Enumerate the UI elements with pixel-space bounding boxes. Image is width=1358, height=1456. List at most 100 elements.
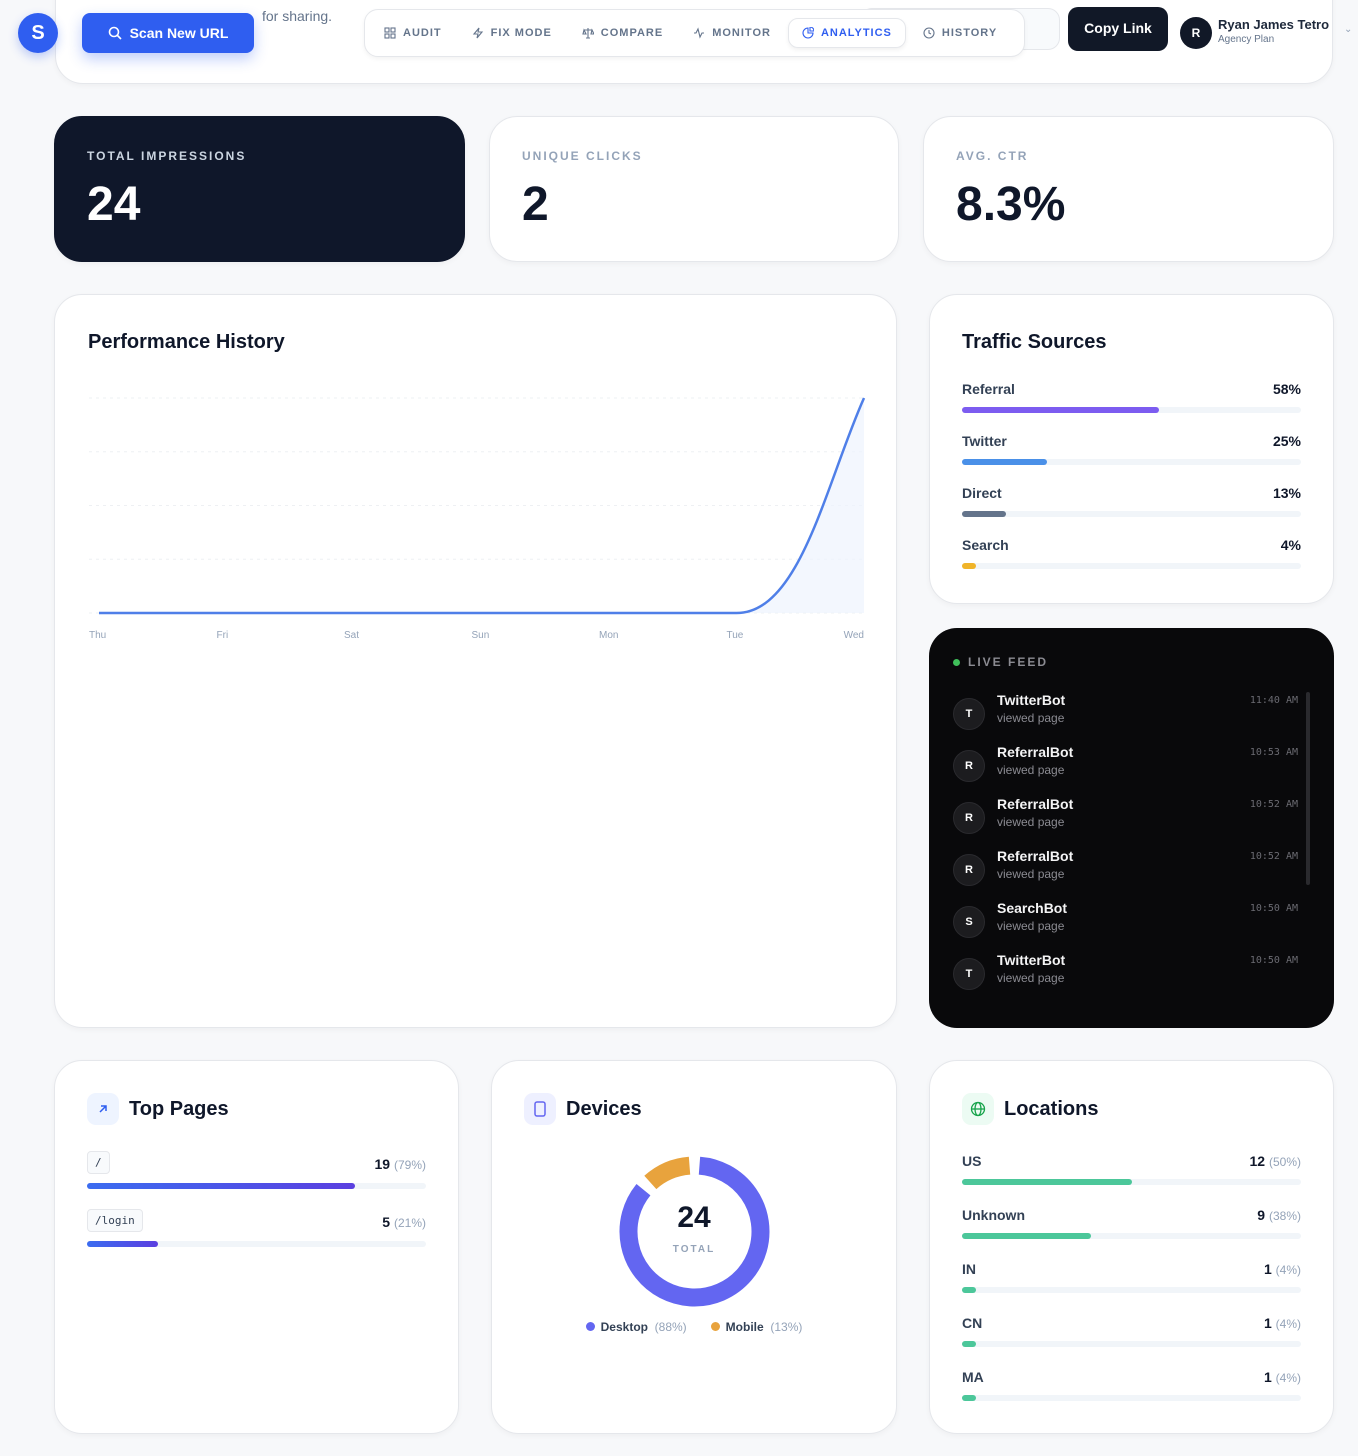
feed-item[interactable]: R ReferralBot viewed page 10:52 AM	[953, 796, 1298, 840]
x-tick-label: Tue	[727, 630, 744, 641]
feed-action: viewed page	[997, 867, 1065, 881]
location-bar-track	[962, 1179, 1301, 1185]
source-pct: 13%	[1272, 485, 1301, 501]
location-count: 12	[1249, 1153, 1266, 1169]
legend-mobile: Mobile (13%)	[710, 1320, 803, 1334]
feed-action: viewed page	[997, 919, 1065, 933]
source-pct: 4%	[1280, 537, 1301, 553]
feed-item[interactable]: S SearchBot viewed page 10:50 AM	[953, 900, 1298, 944]
stat-value: 24	[87, 178, 141, 231]
stat-label: AVG. CTR	[956, 149, 1029, 163]
feed-time: 10:50 AM	[1249, 903, 1298, 914]
devices-total-label: TOTAL	[672, 1244, 716, 1255]
feed-item[interactable]: T TwitterBot viewed page 10:50 AM	[953, 952, 1298, 996]
scan-new-url-button[interactable]: Scan New URL	[82, 13, 254, 53]
performance-chart: Thu Fri Sat Sun Mon Tue Wed	[89, 397, 866, 641]
tab-label: HISTORY	[941, 27, 998, 39]
stat-value: 8.3%	[956, 178, 1066, 231]
tab-audit[interactable]: AUDIT	[371, 19, 455, 47]
feed-name: TwitterBot	[997, 952, 1066, 968]
feed-name: ReferralBot	[997, 848, 1074, 864]
copy-link-button[interactable]: Copy Link	[1068, 7, 1168, 51]
location-count: 1	[1263, 1315, 1272, 1331]
feed-item[interactable]: T TwitterBot viewed page 11:40 AM	[953, 692, 1298, 736]
feed-time: 10:52 AM	[1249, 851, 1298, 862]
tab-compare[interactable]: COMPARE	[569, 19, 676, 47]
tab-monitor[interactable]: MONITOR	[680, 19, 784, 47]
arrow-up-right-icon	[87, 1093, 119, 1125]
app-logo[interactable]: S	[18, 13, 58, 53]
top-page-row[interactable]: / 19 (79%)	[87, 1151, 426, 1189]
page-bar-fill	[87, 1183, 355, 1189]
page-path: /login	[87, 1209, 143, 1232]
legend-dot-icon	[585, 1322, 595, 1331]
feed-item[interactable]: R ReferralBot viewed page 10:52 AM	[953, 848, 1298, 892]
live-dot-icon	[953, 658, 960, 666]
feed-time: 10:50 AM	[1249, 955, 1298, 966]
top-pages-title: Top Pages	[129, 1097, 229, 1120]
stat-value: 2	[522, 178, 549, 231]
source-bar-fill	[962, 407, 1159, 413]
tab-history[interactable]: HISTORY	[910, 19, 1010, 47]
stat-total-impressions: TOTAL IMPRESSIONS 24	[54, 116, 465, 262]
feed-item[interactable]: R ReferralBot viewed page 10:53 AM	[953, 744, 1298, 788]
location-pct: (38%)	[1268, 1209, 1301, 1223]
location-bar-fill	[962, 1287, 976, 1293]
location-row: US 12 (50%)	[962, 1153, 1301, 1185]
donut-slice-desktop[interactable]	[619, 1156, 770, 1307]
traffic-source-referral: Referral 58%	[962, 381, 1301, 413]
chart-area	[99, 398, 864, 613]
feed-avatar: S	[953, 906, 985, 938]
donut-slice-mobile[interactable]	[644, 1156, 691, 1190]
page-pct: (21%)	[393, 1216, 426, 1230]
feed-action: viewed page	[997, 763, 1065, 777]
tab-label: AUDIT	[403, 27, 442, 39]
devices-card: Devices 24 TOTAL Desktop (88%) Mobile (13…	[491, 1060, 897, 1434]
nav-tabs: AUDIT FIX MODE COMPARE MONITOR ANALYTICS HIST…	[364, 9, 1025, 57]
tab-label: MONITOR	[712, 27, 771, 39]
top-pages-card: Top Pages / 19 (79%) /login 5 (21%)	[54, 1060, 459, 1434]
top-page-row[interactable]: /login 5 (21%)	[87, 1209, 426, 1247]
devices-donut	[619, 1156, 770, 1307]
stat-label: UNIQUE CLICKS	[522, 149, 643, 163]
feed-avatar: T	[953, 698, 985, 730]
legend-pct: (13%)	[770, 1320, 803, 1334]
source-name: Search	[962, 537, 1009, 553]
source-bar-track	[962, 563, 1301, 569]
tab-analytics[interactable]: ANALYTICS	[787, 18, 906, 48]
user-plan: Agency Plan	[1218, 34, 1275, 45]
traffic-source-direct: Direct 13%	[962, 485, 1301, 517]
location-bar-fill	[962, 1233, 1091, 1239]
stat-label: TOTAL IMPRESSIONS	[87, 149, 247, 163]
tab-fix-mode[interactable]: FIX MODE	[459, 19, 565, 47]
bolt-icon	[472, 27, 483, 39]
grid-icon	[384, 27, 396, 39]
source-pct: 58%	[1272, 381, 1301, 397]
x-tick-label: Sun	[472, 630, 490, 641]
location-bar-fill	[962, 1341, 976, 1347]
header-subtitle: for sharing.	[262, 8, 333, 24]
x-tick-label: Sat	[344, 630, 359, 641]
feed-name: ReferralBot	[997, 744, 1074, 760]
stat-unique-clicks: UNIQUE CLICKS 2	[489, 116, 899, 262]
source-bar-track	[962, 407, 1301, 413]
x-tick-label: Thu	[89, 630, 106, 641]
traffic-source-twitter: Twitter 25%	[962, 433, 1301, 465]
pulse-icon	[694, 27, 705, 39]
chevron-down-icon[interactable]: ⌄	[1344, 24, 1353, 35]
user-avatar[interactable]: R	[1180, 17, 1212, 49]
legend-name: Mobile	[725, 1320, 764, 1334]
location-pct: (4%)	[1275, 1263, 1301, 1277]
location-name: Unknown	[962, 1207, 1025, 1223]
page-count: 19	[374, 1156, 391, 1172]
feed-scrollbar[interactable]	[1306, 692, 1310, 885]
page-path: /	[87, 1151, 110, 1174]
location-row: MA 1 (4%)	[962, 1369, 1301, 1401]
location-row: CN 1 (4%)	[962, 1315, 1301, 1347]
traffic-source-search: Search 4%	[962, 537, 1301, 569]
locations-title: Locations	[1004, 1097, 1099, 1120]
devices-total: 24	[677, 1201, 711, 1234]
legend-pct: (88%)	[654, 1320, 687, 1334]
search-icon	[108, 26, 122, 40]
live-feed-panel: LIVE FEED T TwitterBot viewed page 11:40 AM…	[929, 628, 1334, 1028]
